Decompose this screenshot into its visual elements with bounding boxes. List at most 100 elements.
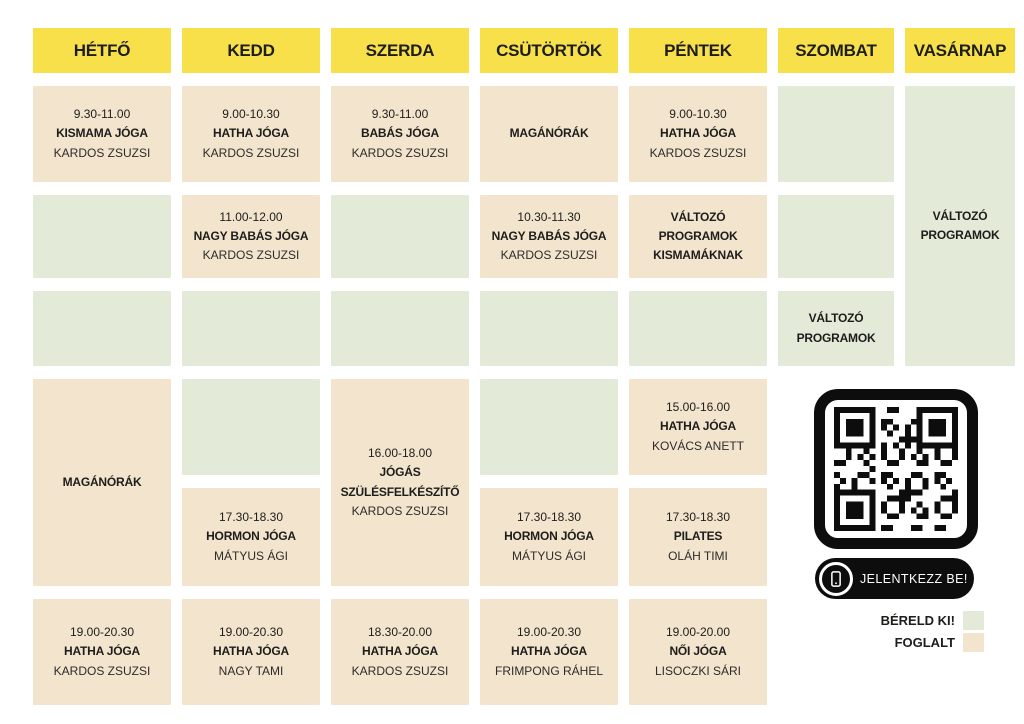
schedule-grid: HÉTFŐ KEDD SZERDA CSÜTÖRTÖK PÉNTEK SZOMB… <box>33 28 1015 705</box>
class-time: 18.30-20.00 <box>367 625 433 640</box>
day-header-csutortok: CSÜTÖRTÖK <box>480 28 618 73</box>
legend-free-swatch <box>963 611 984 630</box>
free-slot <box>33 195 171 278</box>
class-time: 19.00-20.30 <box>69 625 135 640</box>
class-card: 19.00-20.30 HATHA JÓGA KARDOS ZSUZSI <box>33 599 171 705</box>
class-title: HATHA JÓGA <box>361 644 438 659</box>
class-teacher: KARDOS ZSUZSI <box>53 663 151 678</box>
class-title: VÁLTOZÓ PROGRAMOK KISMAMÁKNAK <box>653 209 743 263</box>
variable-programs-slot: VÁLTOZÓ PROGRAMOK <box>778 291 894 366</box>
class-card: MAGÁNÓRÁK <box>480 86 618 182</box>
signup-button[interactable]: JELENTKEZZ BE! <box>815 558 974 599</box>
legend-booked-swatch <box>963 633 984 652</box>
class-title: MAGÁNÓRÁK <box>62 474 142 489</box>
free-slot <box>182 379 320 475</box>
free-slot <box>480 291 618 366</box>
class-card: 19.00-20.30 HATHA JÓGA NAGY TAMI <box>182 599 320 705</box>
free-slot <box>33 291 171 366</box>
class-card: 9.00-10.30 HATHA JÓGA KARDOS ZSUZSI <box>629 86 767 182</box>
class-card: 9.00-10.30 HATHA JÓGA KARDOS ZSUZSI <box>182 86 320 182</box>
class-time: 11.00-12.00 <box>219 209 283 224</box>
class-card: 19.00-20.00 NŐI JÓGA LISOCZKI SÁRI <box>629 599 767 705</box>
day-header-szombat: SZOMBAT <box>778 28 894 73</box>
class-time: 19.00-20.30 <box>218 625 284 640</box>
class-card: 11.00-12.00 NAGY BABÁS JÓGA KARDOS ZSUZS… <box>182 195 320 278</box>
free-slot <box>182 291 320 366</box>
class-teacher: MÁTYUS ÁGI <box>511 548 586 563</box>
class-title: JÓGÁS SZÜLÉSFELKÉSZÍTŐ <box>340 465 460 499</box>
day-header-szerda: SZERDA <box>331 28 469 73</box>
class-teacher: KARDOS ZSUZSI <box>351 503 449 518</box>
variable-programs-slot: VÁLTOZÓ PROGRAMOK <box>905 86 1015 366</box>
class-time: 9.30-11.00 <box>371 107 429 122</box>
class-card: 9.30-11.00 KISMAMA JÓGA KARDOS ZSUZSI <box>33 86 171 182</box>
class-title: HATHA JÓGA <box>510 644 587 659</box>
class-teacher: MÁTYUS ÁGI <box>213 548 288 563</box>
class-teacher: FRIMPONG RÁHEL <box>494 663 603 678</box>
legend-row-booked: FOGLALT <box>895 633 984 652</box>
class-card: MAGÁNÓRÁK <box>33 379 171 586</box>
signup-button-label: JELENTKEZZ BE! <box>860 571 968 586</box>
class-card: 18.30-20.00 HATHA JÓGA KARDOS ZSUZSI <box>331 599 469 705</box>
class-teacher: KARDOS ZSUZSI <box>202 145 300 160</box>
class-time: 17.30-18.30 <box>516 510 582 525</box>
class-title: KISMAMA JÓGA <box>56 126 148 141</box>
class-card: 15.00-16.00 HATHA JÓGA KOVÁCS ANETT <box>629 379 767 475</box>
day-header-vasarnap: VASÁRNAP <box>905 28 1015 73</box>
day-header-hetfo: HÉTFŐ <box>33 28 171 73</box>
legend: BÉRELD KI! FOGLALT <box>881 611 984 652</box>
free-slot <box>331 291 469 366</box>
free-slot <box>629 291 767 366</box>
class-title: PILATES <box>673 529 723 544</box>
class-teacher: KARDOS ZSUZSI <box>351 145 449 160</box>
class-teacher: NAGY TAMI <box>218 663 284 678</box>
qr-code <box>814 389 978 549</box>
class-title: HATHA JÓGA <box>659 126 736 141</box>
class-teacher: OLÁH TIMI <box>668 548 728 563</box>
class-title: VÁLTOZÓ PROGRAMOK <box>920 208 1000 242</box>
class-title: HATHA JÓGA <box>659 419 736 434</box>
day-header-kedd: KEDD <box>182 28 320 73</box>
legend-free-label: BÉRELD KI! <box>880 613 955 628</box>
class-title: HATHA JÓGA <box>212 644 289 659</box>
class-teacher: KOVÁCS ANETT <box>651 438 745 453</box>
class-title: NAGY BABÁS JÓGA <box>193 228 309 243</box>
class-title: HORMON JÓGA <box>504 529 594 544</box>
legend-booked-label: FOGLALT <box>894 635 955 650</box>
class-time: 16.00-18.00 <box>367 446 433 461</box>
class-title: NAGY BABÁS JÓGA <box>491 228 607 243</box>
class-time: 9.00-10.30 <box>669 107 727 122</box>
free-slot <box>480 379 618 475</box>
class-teacher: KARDOS ZSUZSI <box>500 248 598 263</box>
class-time: 19.00-20.00 <box>665 625 731 640</box>
class-title: HATHA JÓGA <box>63 644 140 659</box>
free-slot <box>778 86 894 182</box>
class-teacher: KARDOS ZSUZSI <box>53 145 151 160</box>
class-card: 10.30-11.30 NAGY BABÁS JÓGA KARDOS ZSUZS… <box>480 195 618 278</box>
class-card: 17.30-18.30 HORMON JÓGA MÁTYUS ÁGI <box>182 488 320 586</box>
class-card: 17.30-18.30 HORMON JÓGA MÁTYUS ÁGI <box>480 488 618 586</box>
legend-row-free: BÉRELD KI! <box>881 611 984 630</box>
phone-icon <box>819 561 853 596</box>
class-title: MAGÁNÓRÁK <box>509 126 589 141</box>
class-title: VÁLTOZÓ PROGRAMOK <box>796 311 876 345</box>
free-slot <box>331 195 469 278</box>
class-card: 19.00-20.30 HATHA JÓGA FRIMPONG RÁHEL <box>480 599 618 705</box>
class-card: 9.30-11.00 BABÁS JÓGA KARDOS ZSUZSI <box>331 86 469 182</box>
free-slot <box>778 195 894 278</box>
class-time: 19.00-20.30 <box>516 625 582 640</box>
day-header-pentek: PÉNTEK <box>629 28 767 73</box>
class-time: 17.30-18.30 <box>665 510 731 525</box>
qr-code-pattern <box>834 407 958 531</box>
class-card: 16.00-18.00 JÓGÁS SZÜLÉSFELKÉSZÍTŐ KARDO… <box>331 379 469 586</box>
class-time: 9.30-11.00 <box>73 107 131 122</box>
class-title: HORMON JÓGA <box>206 529 296 544</box>
class-title: HATHA JÓGA <box>212 126 289 141</box>
class-time: 17.30-18.30 <box>218 510 284 525</box>
class-time: 15.00-16.00 <box>665 400 731 415</box>
class-teacher: KARDOS ZSUZSI <box>351 663 449 678</box>
class-card: 17.30-18.30 PILATES OLÁH TIMI <box>629 488 767 586</box>
class-time: 9.00-10.30 <box>222 107 280 122</box>
class-time: 10.30-11.30 <box>517 209 581 224</box>
